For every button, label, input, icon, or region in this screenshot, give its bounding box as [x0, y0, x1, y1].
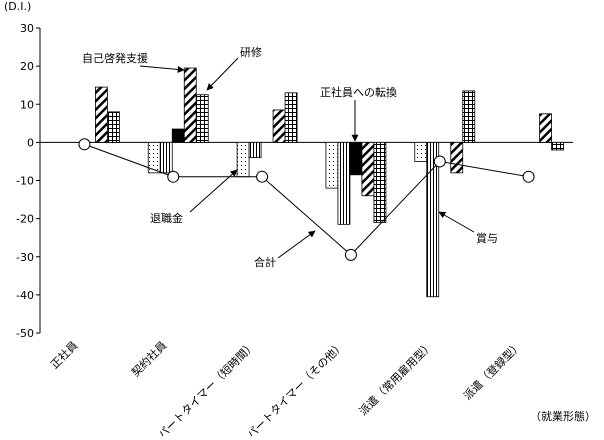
bar: [426, 141, 440, 298]
y-tick-label: -40: [16, 289, 34, 302]
series-annotation: 自己啓発支援: [82, 51, 148, 65]
y-tick-label: -30: [16, 251, 34, 264]
x-tick-label: 派遣（登録型）: [460, 338, 524, 402]
bar: [450, 141, 464, 174]
line-point: [78, 138, 91, 151]
bar: [236, 141, 250, 178]
y-tick-label: -20: [16, 213, 34, 226]
series-annotation: 賞与: [476, 232, 498, 245]
line-point: [167, 170, 180, 183]
bar: [551, 141, 564, 151]
y-tick-label: 0: [27, 136, 34, 149]
bar: [107, 111, 120, 143]
x-tick-label: パートタイマー（短時間）: [155, 338, 258, 436]
y-tick-label: 30: [20, 22, 34, 35]
x-tick-label: パートタイマー（その他）: [245, 339, 348, 436]
bar: [373, 141, 387, 223]
y-tick-label: -10: [16, 175, 34, 188]
x-axis-label: （就業形態）: [530, 409, 596, 423]
line-point: [433, 155, 446, 168]
x-tick-label: 派遣（常用雇用型）: [356, 338, 436, 418]
y-tick-label: 10: [20, 98, 34, 111]
x-tick-label: 契約社員: [128, 338, 169, 379]
series-annotation: 正社員への転換: [320, 85, 397, 99]
y-axis-label: (D.I.): [4, 0, 31, 13]
y-tick-label: -50: [16, 327, 34, 340]
bar: [272, 109, 286, 143]
bar: [325, 141, 339, 189]
line-point: [522, 170, 535, 183]
bar: [171, 128, 185, 143]
bar: [284, 92, 298, 143]
bar: [337, 141, 351, 225]
series-annotation: 合計: [254, 255, 276, 269]
bar: [361, 141, 375, 197]
line: [84, 143, 529, 256]
x-tick-label: 正社員: [47, 338, 80, 371]
series-annotation: 退職金: [150, 211, 183, 225]
bar: [183, 67, 197, 143]
bar: [462, 90, 476, 143]
bar: [248, 141, 262, 159]
line-point: [344, 248, 357, 261]
line-point: [256, 170, 269, 183]
bar: [414, 141, 428, 162]
bar: [349, 141, 363, 176]
bar: [195, 94, 209, 143]
series-annotation: 研修: [240, 45, 262, 59]
bar: [159, 141, 173, 174]
bar: [539, 113, 552, 143]
y-tick-label: 20: [20, 60, 34, 73]
bar: [95, 86, 108, 143]
